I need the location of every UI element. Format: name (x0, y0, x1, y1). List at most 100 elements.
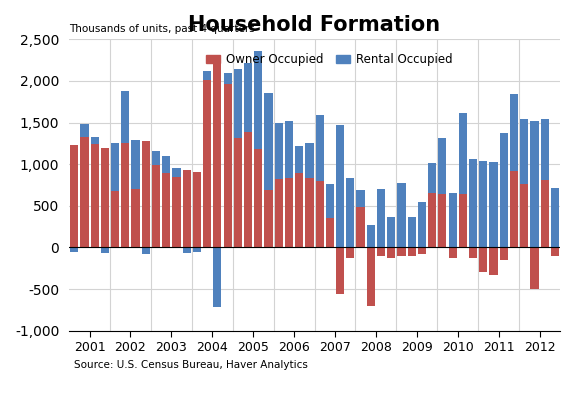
Text: Source: U.S. Census Bureau, Haver Analytics: Source: U.S. Census Bureau, Haver Analyt… (74, 360, 308, 370)
Bar (540, 180, 549, 247)
Bar (203, 80, 211, 247)
Bar (326, 184, 334, 219)
Bar (397, 183, 405, 247)
Bar (193, 247, 201, 252)
Bar (387, 217, 396, 247)
Bar (285, 178, 293, 247)
Bar (520, 184, 528, 247)
Bar (295, 146, 303, 173)
Bar (101, 148, 109, 247)
Bar (70, 247, 78, 251)
Bar (510, 94, 518, 171)
Bar (500, 133, 508, 247)
Bar (152, 151, 160, 165)
Bar (193, 172, 201, 247)
Bar (479, 247, 488, 272)
Bar (428, 193, 436, 247)
Bar (162, 156, 170, 173)
Bar (540, 119, 549, 180)
Bar (183, 247, 191, 253)
Bar (244, 63, 252, 132)
Bar (459, 113, 467, 194)
Bar (551, 188, 559, 247)
Bar (367, 247, 375, 306)
Bar (408, 218, 416, 247)
Bar (305, 178, 313, 247)
Bar (346, 247, 354, 258)
Bar (356, 190, 365, 207)
Bar (316, 181, 324, 247)
Bar (459, 194, 467, 247)
Bar (121, 91, 129, 143)
Bar (172, 177, 181, 247)
Bar (254, 149, 262, 247)
Bar (530, 247, 539, 289)
Bar (438, 138, 446, 194)
Bar (275, 179, 283, 247)
Bar (408, 247, 416, 256)
Bar (377, 189, 385, 247)
Bar (213, 58, 221, 247)
Bar (418, 247, 426, 254)
Bar (121, 143, 129, 247)
Bar (418, 202, 426, 247)
Bar (141, 247, 150, 254)
Bar (70, 145, 78, 247)
Bar (448, 247, 457, 258)
Bar (469, 247, 477, 258)
Bar (224, 84, 232, 247)
Bar (111, 191, 119, 247)
Bar (91, 144, 99, 247)
Bar (81, 124, 89, 137)
Bar (479, 161, 488, 247)
Bar (326, 219, 334, 247)
Bar (101, 247, 109, 253)
Bar (356, 207, 365, 247)
Bar (397, 247, 405, 256)
Bar (346, 178, 354, 247)
Bar (275, 123, 283, 179)
Title: Household Formation: Household Formation (189, 15, 440, 35)
Bar (183, 170, 191, 247)
Bar (213, 247, 221, 306)
Bar (530, 121, 539, 247)
Legend: Owner Occupied, Rental Occupied: Owner Occupied, Rental Occupied (201, 48, 457, 70)
Bar (264, 190, 273, 247)
Bar (428, 163, 436, 193)
Bar (234, 138, 242, 247)
Bar (336, 125, 344, 247)
Bar (387, 247, 396, 258)
Bar (132, 189, 140, 247)
Bar (203, 71, 211, 80)
Bar (500, 247, 508, 260)
Bar (510, 171, 518, 247)
Bar (367, 225, 375, 247)
Bar (111, 143, 119, 191)
Text: Thousands of units, past 4 quarters: Thousands of units, past 4 quarters (69, 23, 255, 33)
Bar (91, 137, 99, 144)
Bar (438, 194, 446, 247)
Bar (448, 193, 457, 247)
Bar (295, 173, 303, 247)
Bar (224, 73, 232, 84)
Bar (81, 137, 89, 247)
Bar (520, 119, 528, 184)
Bar (234, 69, 242, 138)
Bar (162, 173, 170, 247)
Bar (264, 93, 273, 190)
Bar (172, 168, 181, 177)
Bar (132, 140, 140, 189)
Bar (305, 143, 313, 178)
Bar (316, 115, 324, 181)
Bar (141, 141, 150, 247)
Bar (244, 132, 252, 247)
Bar (469, 159, 477, 247)
Bar (489, 162, 497, 247)
Bar (285, 121, 293, 178)
Bar (489, 247, 497, 275)
Bar (152, 165, 160, 247)
Bar (254, 51, 262, 149)
Bar (551, 247, 559, 256)
Bar (336, 247, 344, 294)
Bar (377, 247, 385, 256)
